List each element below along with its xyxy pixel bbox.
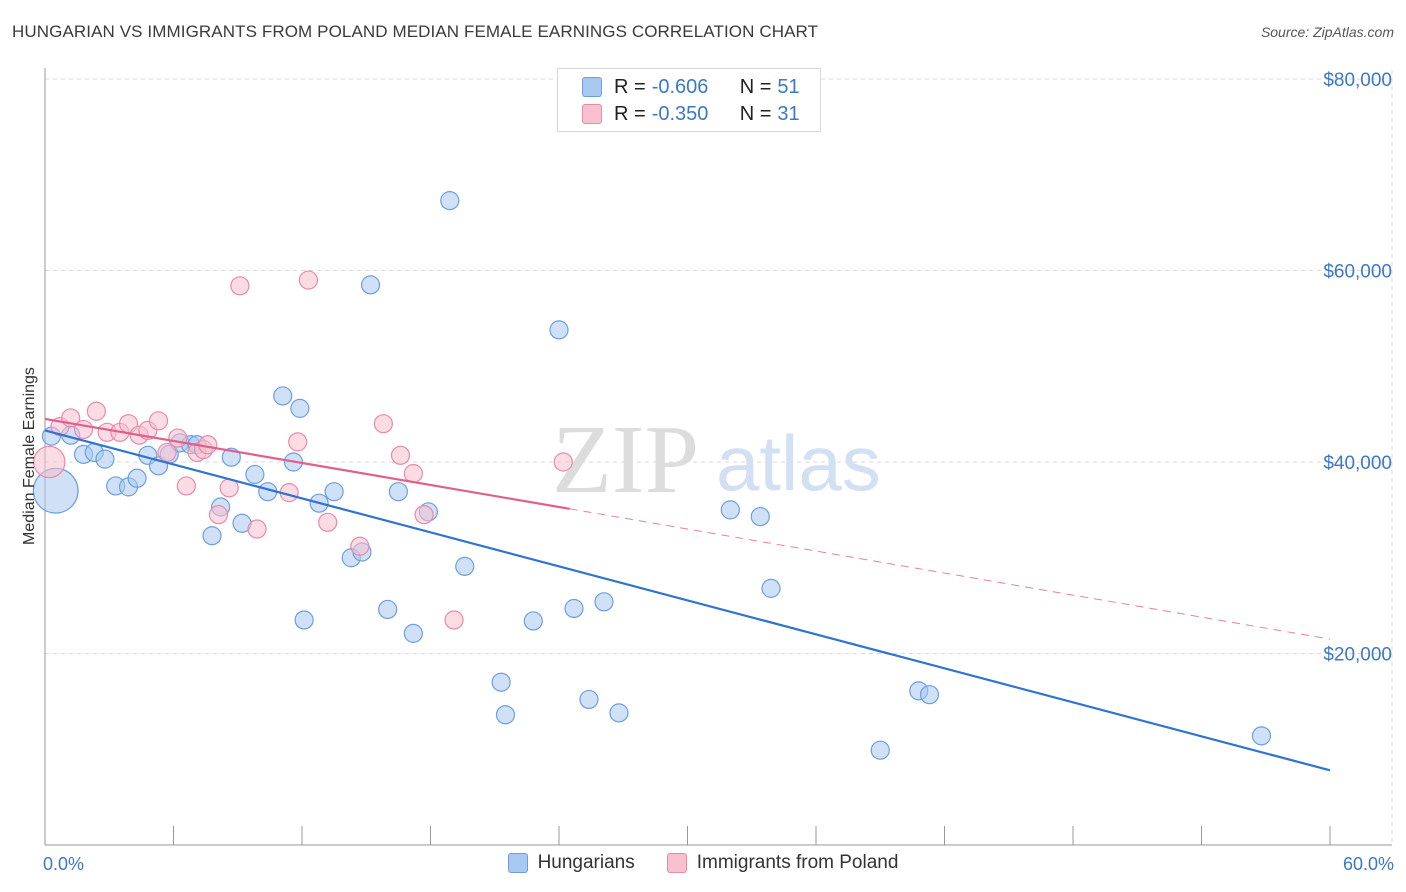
watermark: ZIP atlas bbox=[552, 406, 881, 514]
y-tick-label: $40,000 bbox=[1323, 453, 1392, 474]
x-tick-label: 0.0% bbox=[43, 854, 84, 874]
data-point bbox=[73, 419, 94, 440]
data-point bbox=[609, 703, 629, 723]
data-point bbox=[245, 464, 265, 485]
data-point bbox=[870, 740, 890, 760]
data-point bbox=[440, 191, 460, 211]
data-point bbox=[378, 599, 398, 620]
data-point bbox=[414, 505, 434, 525]
data-point bbox=[403, 623, 423, 643]
stats-legend: R = -0.606 N = 51 R = -0.350 N = 31 bbox=[557, 68, 821, 132]
watermark-atlas: atlas bbox=[716, 419, 881, 507]
data-point bbox=[360, 275, 381, 295]
y-tick-label: $20,000 bbox=[1323, 645, 1392, 666]
data-point bbox=[455, 556, 475, 576]
data-point bbox=[168, 428, 188, 448]
trend-line-extrapolated bbox=[569, 508, 1331, 640]
data-point bbox=[390, 445, 411, 465]
legend-item-poland[interactable]: Immigrants from Poland bbox=[666, 852, 899, 874]
data-point bbox=[579, 689, 599, 710]
data-point bbox=[444, 610, 464, 630]
chart-source: Source: ZipAtlas.com bbox=[1260, 24, 1394, 40]
legend-label-poland: Immigrants from Poland bbox=[696, 852, 899, 873]
legend-r-label: R = bbox=[614, 75, 646, 98]
data-point bbox=[523, 611, 543, 631]
data-point bbox=[247, 519, 267, 539]
data-point bbox=[273, 386, 293, 406]
data-point bbox=[127, 468, 147, 488]
data-point bbox=[564, 598, 584, 619]
tick-labels: $20,000 $40,000 $60,000 $80,000 0.0% 60.0% bbox=[43, 70, 1394, 874]
legend-n-label: N = bbox=[739, 75, 772, 98]
legend-swatch-hungarians bbox=[582, 77, 602, 97]
legend-r-value: -0.350 bbox=[651, 102, 709, 125]
data-point bbox=[288, 432, 308, 452]
trend-lines bbox=[44, 417, 1331, 772]
watermark-zip: ZIP bbox=[552, 406, 699, 514]
data-point bbox=[549, 320, 569, 340]
data-point bbox=[86, 401, 107, 421]
data-point bbox=[403, 463, 423, 484]
data-point bbox=[230, 276, 250, 296]
series-legend: Hungarians Immigrants from Poland bbox=[0, 852, 1406, 874]
data-point bbox=[553, 452, 573, 472]
data-point bbox=[290, 398, 310, 418]
legend-swatch-hungarians bbox=[507, 853, 528, 873]
legend-label-hungarians: Hungarians bbox=[537, 852, 635, 873]
x-tick-label: 60.0% bbox=[1343, 854, 1394, 874]
y-tick-label: $80,000 bbox=[1323, 70, 1392, 91]
legend-n-value: 51 bbox=[777, 75, 800, 98]
legend-r-label: R = bbox=[614, 102, 646, 125]
y-tick-label: $60,000 bbox=[1323, 262, 1392, 283]
data-point bbox=[720, 500, 740, 520]
legend-r-value: -0.606 bbox=[651, 75, 709, 98]
trend-line bbox=[44, 429, 1331, 772]
data-point bbox=[33, 445, 66, 479]
data-point bbox=[919, 685, 940, 705]
legend-row-poland: R = -0.350 N = 31 bbox=[582, 102, 800, 126]
legend-n-value: 31 bbox=[777, 102, 800, 125]
data-point bbox=[350, 536, 370, 556]
data-point bbox=[298, 270, 319, 290]
data-point bbox=[495, 705, 516, 725]
data-point bbox=[318, 512, 338, 532]
legend-n-label: N = bbox=[739, 102, 772, 125]
y-axis-label: Median Female Earnings bbox=[21, 367, 38, 545]
legend-swatch-poland bbox=[666, 853, 687, 873]
data-point bbox=[750, 506, 770, 527]
data-point bbox=[95, 449, 115, 469]
data-point bbox=[324, 482, 344, 502]
gridlines bbox=[45, 70, 1393, 845]
data-point bbox=[388, 482, 408, 502]
data-point bbox=[373, 414, 393, 434]
data-point bbox=[176, 476, 196, 496]
data-point bbox=[208, 505, 229, 525]
legend-row-hungarians: R = -0.606 N = 51 bbox=[582, 75, 800, 99]
data-point bbox=[157, 442, 177, 463]
data-point bbox=[594, 592, 614, 612]
data-point bbox=[761, 578, 781, 598]
chart-title: HUNGARIAN VS IMMIGRANTS FROM POLAND MEDI… bbox=[12, 22, 819, 41]
legend-swatch-poland bbox=[582, 104, 602, 124]
data-point bbox=[491, 672, 511, 692]
trend-line bbox=[44, 417, 570, 510]
data-point bbox=[202, 526, 222, 546]
data-point bbox=[1251, 726, 1272, 746]
legend-item-hungarians[interactable]: Hungarians bbox=[507, 852, 635, 874]
data-point bbox=[148, 411, 169, 431]
data-point bbox=[294, 610, 314, 630]
